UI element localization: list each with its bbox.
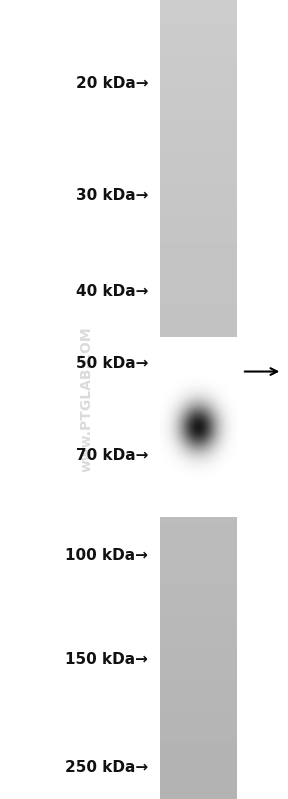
Text: www.PTGLAB.COM: www.PTGLAB.COM	[79, 327, 93, 472]
Text: 50 kDa→: 50 kDa→	[76, 356, 148, 371]
Text: 70 kDa→: 70 kDa→	[76, 448, 148, 463]
Text: 20 kDa→: 20 kDa→	[76, 77, 148, 91]
Text: 40 kDa→: 40 kDa→	[76, 284, 148, 299]
Text: 150 kDa→: 150 kDa→	[65, 652, 148, 666]
Text: 250 kDa→: 250 kDa→	[65, 760, 148, 774]
Text: 100 kDa→: 100 kDa→	[65, 548, 148, 562]
Text: 30 kDa→: 30 kDa→	[76, 189, 148, 203]
